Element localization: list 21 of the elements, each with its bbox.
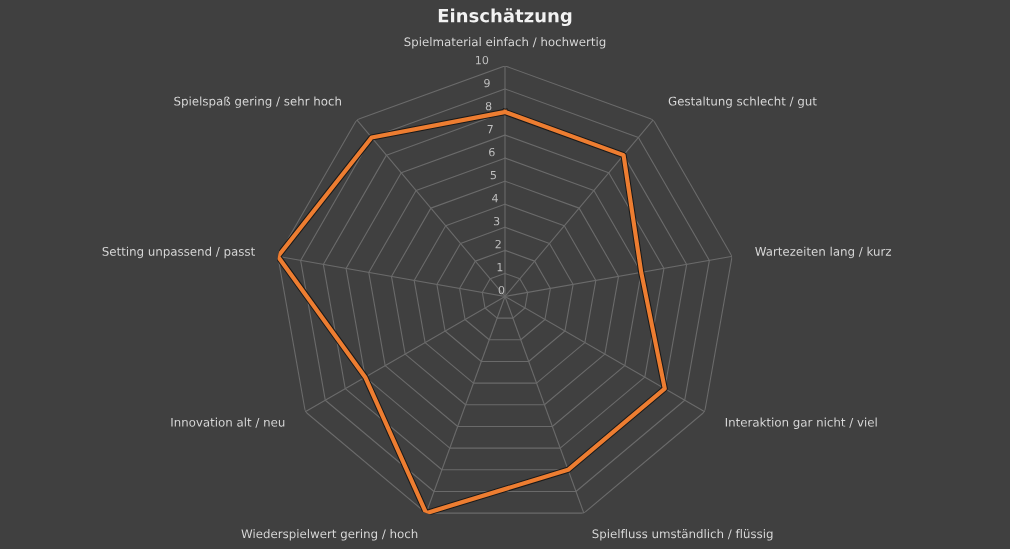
y-tick-label: 4 <box>492 194 498 203</box>
y-tick-label: 1 <box>497 263 503 272</box>
y-tick-label: 10 <box>476 55 489 65</box>
spoke-label: Spielmaterial einfach / hochwertig <box>404 37 606 49</box>
y-tick-label: 0 <box>498 285 505 295</box>
spoke-label: Spielspaß gering / sehr hoch <box>174 96 341 108</box>
y-tick-label: 6 <box>489 147 495 157</box>
y-tick-label: 8 <box>485 101 492 111</box>
y-tick-label: 5 <box>490 171 496 180</box>
y-tick-label: 3 <box>493 216 500 226</box>
spoke-label: Interaktion gar nicht / viel <box>725 417 877 429</box>
spoke-label: Innovation alt / neu <box>171 417 285 428</box>
spoke-label: Wartezeiten lang / kurz <box>755 246 892 259</box>
y-tick-label: 7 <box>487 125 493 134</box>
y-tick-label: 2 <box>495 239 501 249</box>
spoke-label: Spielfluss umständlich / flüssig <box>592 529 773 541</box>
spoke-label: Wiederspielwert gering / hoch <box>241 529 418 541</box>
spoke-label: Gestaltung schlecht / gut <box>668 96 817 108</box>
y-tick-label: 9 <box>484 78 490 88</box>
spoke-label: Setting unpassend / passt <box>102 246 255 259</box>
chart-title: Einschätzung <box>438 8 572 27</box>
